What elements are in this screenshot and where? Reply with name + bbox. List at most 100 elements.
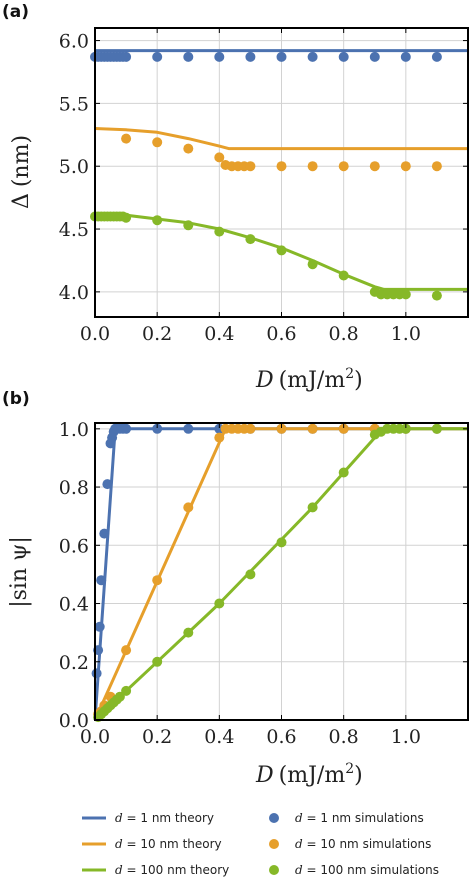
legend-label-var: d (115, 863, 123, 877)
data-point-blue-b (121, 423, 132, 434)
panel-a-grid (94, 28, 468, 317)
legend-label-text: = 1 nm theory (123, 811, 214, 825)
legend-label-text: = 100 nm simulations (303, 863, 439, 877)
panel-a-letter: (a) (2, 2, 29, 22)
panel-a-xlabel-close: ) (354, 368, 363, 393)
data-point-green-b (338, 467, 349, 478)
data-point-blue-b (102, 479, 113, 490)
data-point-blue-b (183, 423, 194, 434)
legend-swatch-dot (269, 813, 279, 823)
data-point-blue-a (400, 51, 411, 62)
data-point-orange-b (245, 423, 256, 434)
legend-label: d = 100 nm theory (115, 863, 229, 877)
series-line-orange-a (94, 127, 468, 151)
y-tick-label: 0.0 (59, 710, 89, 732)
data-point-blue-a (121, 51, 132, 62)
legend-label-var: d (115, 811, 123, 825)
data-point-orange-a (431, 161, 442, 172)
panel-b-xlabel-close: ) (354, 763, 363, 788)
legend-label: d = 1 nm simulations (295, 811, 424, 825)
legend-label: d = 10 nm simulations (295, 837, 431, 851)
y-tick-label: 5.0 (59, 156, 89, 178)
data-point-orange-b (338, 423, 349, 434)
data-point-orange-b (214, 432, 225, 443)
legend-label-text: = 100 nm theory (123, 863, 230, 877)
data-point-blue-a (183, 51, 194, 62)
legend-label-var: d (295, 811, 303, 825)
panel-a-xlabel-sup: 2 (345, 366, 354, 382)
data-point-green-a (214, 226, 225, 237)
panel-b-grid (94, 423, 468, 721)
x-tick-label: 0.6 (266, 726, 296, 748)
x-tick-label: 0.2 (142, 726, 172, 748)
data-point-green-a (338, 270, 349, 281)
legend-label: d = 10 nm theory (115, 837, 222, 851)
data-point-blue-a (369, 51, 380, 62)
panel-a-ylabel-unit: (nm) (9, 135, 34, 187)
data-point-orange-a (400, 161, 411, 172)
data-point-blue-a (276, 51, 287, 62)
data-point-orange-b (307, 423, 318, 434)
legend-label-var: d (295, 863, 303, 877)
x-tick-label: 0.8 (329, 323, 359, 345)
data-point-blue-a (214, 51, 225, 62)
panel-b-series (91, 423, 468, 723)
legend-label-text: = 1 nm simulations (303, 811, 424, 825)
y-tick-label: 5.5 (59, 93, 89, 115)
legend-label-text: = 10 nm theory (123, 837, 222, 851)
x-tick-label: 1.0 (391, 323, 421, 345)
x-tick-label: 0.0 (80, 726, 110, 748)
panel-a-series (90, 49, 468, 301)
panel-b-xlabel-unit: (mJ/m (279, 763, 346, 788)
panel-a-ylabel-var: Δ (9, 193, 34, 209)
data-point-green-a (431, 290, 442, 301)
panel-b-ticks: 0.0 0.2 0.4 0.6 0.8 1.0 0.0 0.2 0.4 0.6 0.8 1.0 (59, 419, 468, 748)
data-point-green-a (245, 234, 256, 245)
data-point-blue-b (96, 575, 107, 586)
data-point-green-a (183, 220, 194, 231)
legend-label: d = 100 nm simulations (295, 863, 439, 877)
y-tick-label: 1.0 (59, 419, 89, 441)
x-tick-label: 0.6 (266, 323, 296, 345)
panel-a: (a) 0.0 0.2 0.4 0.6 0.8 1.04.04.55.05.56.0 D(… (2, 2, 469, 393)
legend-label-var: d (295, 837, 303, 851)
x-tick-label: 0.0 (80, 323, 110, 345)
x-tick-label: 0.4 (204, 726, 234, 748)
data-point-green-a (152, 215, 163, 226)
data-point-orange-a (369, 161, 380, 172)
data-point-green-b (307, 502, 318, 513)
panel-b-xlabel: D (mJ/m2) (255, 761, 363, 788)
data-point-blue-b (152, 423, 163, 434)
legend-label-var: d (115, 837, 123, 851)
data-point-green-b (152, 656, 163, 667)
panel-a-xlabel-unit: (mJ/m (279, 368, 346, 393)
data-point-orange-a (245, 161, 256, 172)
data-point-green-a (307, 259, 318, 270)
panel-a-ylabel: Δ (nm) (9, 135, 34, 209)
y-tick-label: 0.4 (59, 594, 89, 616)
panel-a-xlabel: D (mJ/m2) (255, 366, 363, 393)
data-point-orange-b (276, 423, 287, 434)
data-point-orange-b (152, 575, 163, 586)
data-point-blue-a (431, 51, 442, 62)
data-point-blue-b (94, 621, 105, 632)
legend-label-text: = 10 nm simulations (303, 837, 432, 851)
panel-a-ticks: 0.0 0.2 0.4 0.6 0.8 1.0 4.0 4.5 5.0 5.5 6.0 (59, 28, 468, 345)
data-point-blue-b (91, 668, 102, 679)
x-tick-label: 1.0 (391, 726, 421, 748)
panel-b-xlabel-sup: 2 (345, 761, 354, 777)
data-point-orange-a (152, 137, 163, 148)
data-point-green-b (121, 685, 132, 696)
data-point-green-b (214, 598, 225, 609)
panel-b-ylabel: |sin ψ| (7, 536, 32, 608)
data-point-blue-b (99, 528, 110, 539)
legend-swatch-dot (269, 839, 279, 849)
data-point-orange-b (183, 502, 194, 513)
y-tick-label: 4.5 (59, 219, 89, 241)
data-point-green-b (245, 569, 256, 580)
data-point-green-a (121, 212, 132, 223)
data-point-green-a (400, 289, 411, 300)
y-tick-label: 0.6 (59, 535, 89, 557)
data-point-orange-a (276, 161, 287, 172)
